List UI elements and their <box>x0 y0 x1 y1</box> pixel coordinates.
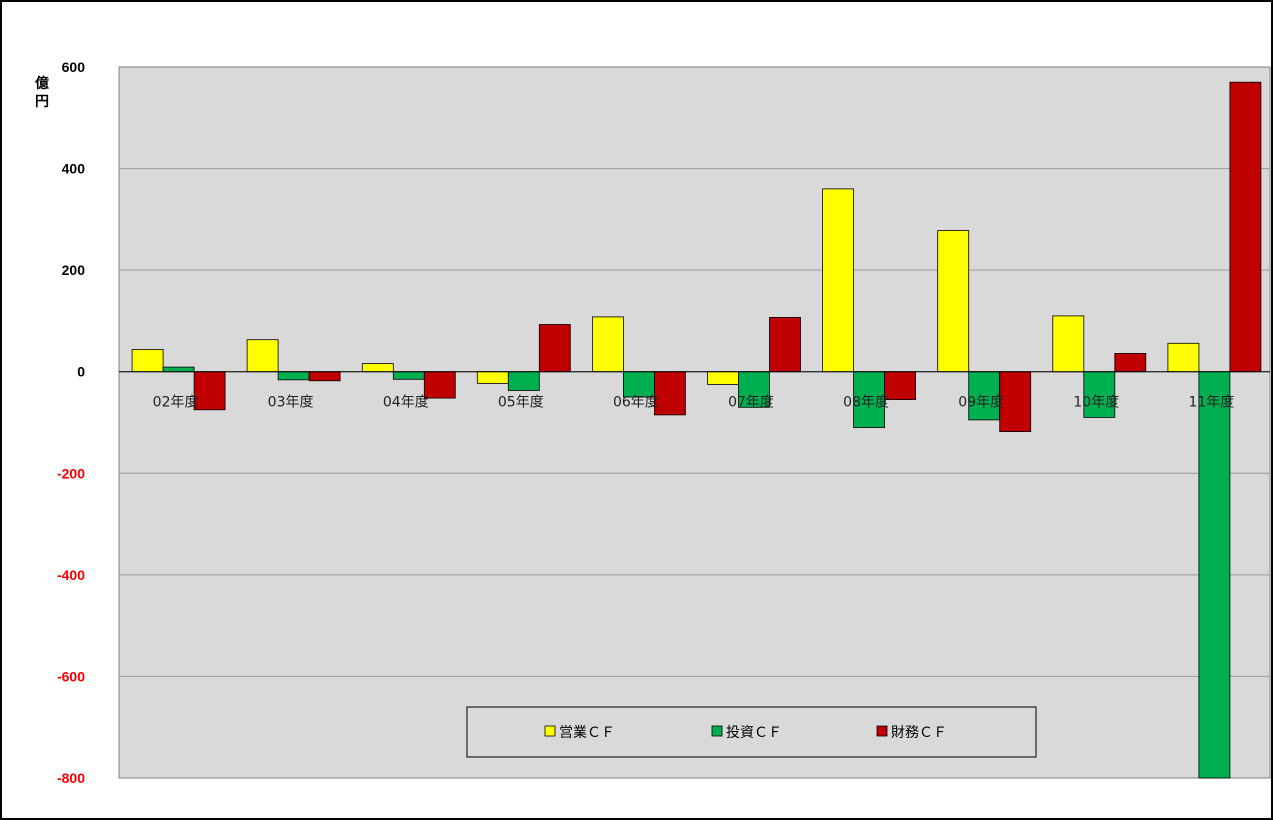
bar-財務ＣＦ-09年度 <box>999 371 1032 433</box>
legend-swatch <box>876 725 888 737</box>
legend-items: 営業ＣＦ 投資ＣＦ 財務ＣＦ <box>544 725 947 741</box>
bar-財務ＣＦ-11年度 <box>1229 81 1262 373</box>
bar-財務ＣＦ-10年度 <box>1114 352 1147 373</box>
y-unit-label-char: 円 <box>35 94 49 110</box>
category-label: 09年度 <box>958 395 1004 411</box>
bar-投資ＣＦ-07年度 <box>738 371 770 408</box>
bar-営業ＣＦ-06年度 <box>592 316 624 373</box>
bar-財務ＣＦ-08年度 <box>884 371 916 401</box>
y-tick-label: 600 <box>62 59 86 75</box>
category-labels: 02年度 03年度 04年度 05年度 06年度 07年度 08年度 09年度 10年度 11年度 <box>153 395 1235 411</box>
category-label: 05年度 <box>498 395 544 411</box>
bar-投資ＣＦ-10年度 <box>1083 371 1116 418</box>
bar-投資ＣＦ-08年度 <box>853 371 885 429</box>
category-label: 10年度 <box>1073 395 1119 411</box>
category-label: 06年度 <box>613 395 659 411</box>
y-unit-label: 億円 <box>35 75 49 110</box>
category-label: 03年度 <box>268 395 314 411</box>
bar-財務ＣＦ-06年度 <box>654 371 686 416</box>
bar-財務ＣＦ-07年度 <box>769 316 801 373</box>
y-tick-label: -200 <box>57 465 85 481</box>
bar-営業ＣＦ-08年度 <box>822 188 854 373</box>
bar-投資ＣＦ-04年度 <box>392 371 425 380</box>
bar-営業ＣＦ-09年度 <box>937 230 970 373</box>
bar-投資ＣＦ-05年度 <box>507 371 540 391</box>
y-tick-label: -400 <box>57 567 85 583</box>
category-label: 08年度 <box>843 395 889 411</box>
plot-area <box>118 66 1271 779</box>
y-tick-label: 400 <box>62 161 86 177</box>
bar-営業ＣＦ-10年度 <box>1052 315 1085 373</box>
bar-財務ＣＦ-02年度 <box>193 371 226 411</box>
y-tick-label: -800 <box>57 770 85 786</box>
bar-営業ＣＦ-05年度 <box>476 371 509 384</box>
bar-財務ＣＦ-04年度 <box>423 371 456 399</box>
legend-box <box>466 706 1037 758</box>
bar-投資ＣＦ-03年度 <box>277 371 310 381</box>
category-label: 02年度 <box>153 395 199 411</box>
y-unit-label-char: 億 <box>35 75 49 92</box>
legend: 営業ＣＦ 投資ＣＦ 財務ＣＦ <box>466 706 1037 758</box>
bar-投資ＣＦ-02年度 <box>162 366 195 373</box>
y-tick-label: -600 <box>57 668 85 684</box>
bar-投資ＣＦ-11年度 <box>1198 371 1231 779</box>
legend-swatch <box>711 725 723 737</box>
bar-営業ＣＦ-03年度 <box>246 339 279 373</box>
bar-営業ＣＦ-07年度 <box>707 371 739 385</box>
category-label: 11年度 <box>1188 395 1234 411</box>
y-tick-label: 0 <box>77 364 85 380</box>
bar-営業ＣＦ-04年度 <box>361 363 394 373</box>
legend-label: 財務ＣＦ <box>891 725 947 741</box>
y-tick-labels: 600 400 200 0 -200 -400 -600 -800 <box>57 59 85 786</box>
category-label: 07年度 <box>728 395 774 411</box>
legend-label: 営業ＣＦ <box>559 725 615 741</box>
bar-財務ＣＦ-03年度 <box>308 371 341 382</box>
bar-投資ＣＦ-06年度 <box>623 371 655 398</box>
legend-swatch <box>544 725 556 737</box>
bar-財務ＣＦ-05年度 <box>538 324 571 373</box>
y-tick-label: 200 <box>62 262 86 278</box>
bar-営業ＣＦ-11年度 <box>1167 342 1200 373</box>
category-label: 04年度 <box>383 395 429 411</box>
bar-営業ＣＦ-02年度 <box>131 348 164 373</box>
legend-label: 投資ＣＦ <box>726 725 782 741</box>
bar-group <box>131 81 1262 779</box>
